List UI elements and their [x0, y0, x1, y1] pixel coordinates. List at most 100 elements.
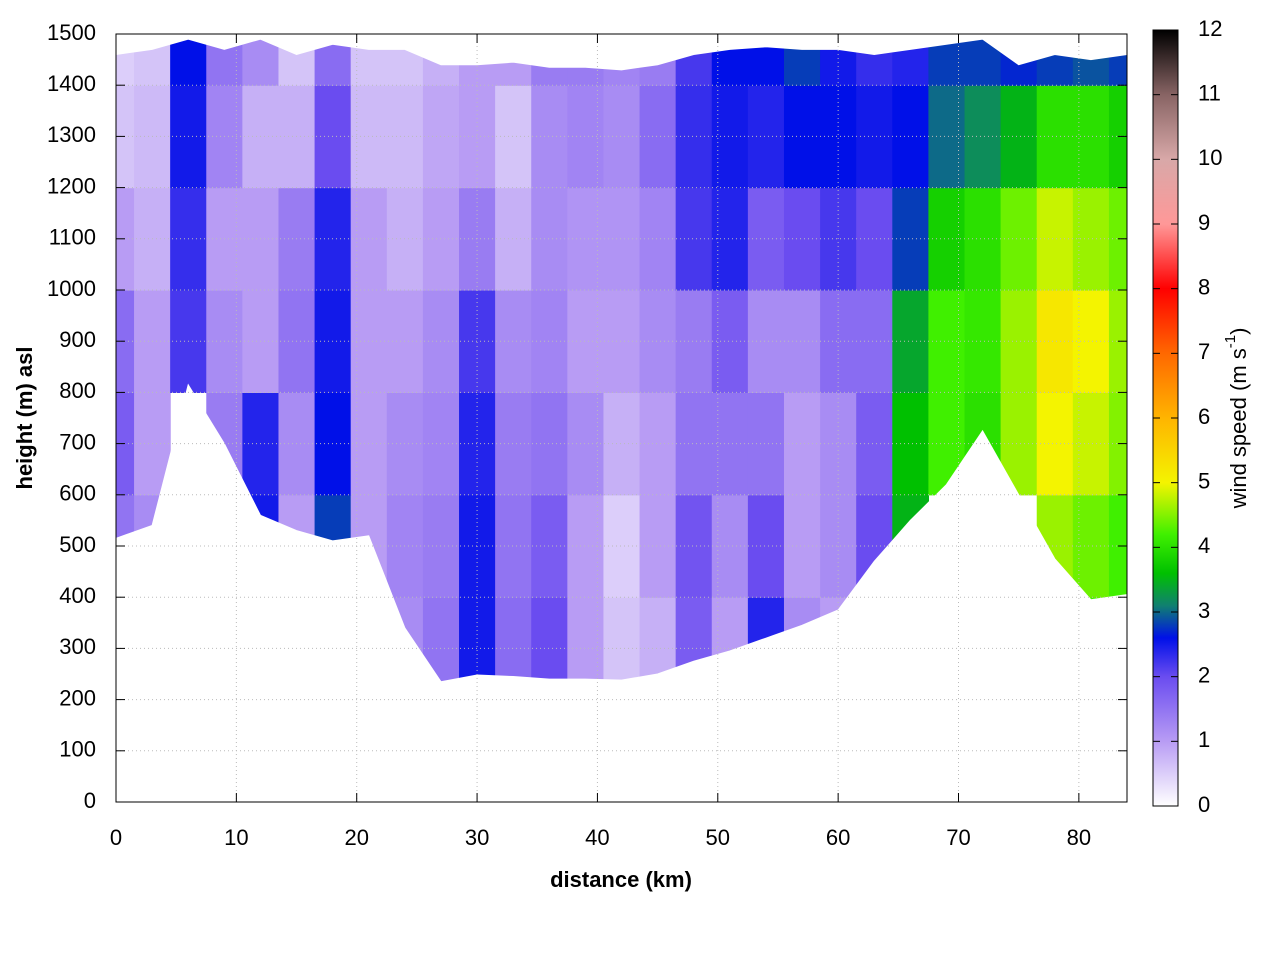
- wind-cell: [1072, 187, 1110, 291]
- colorbar-tick-label: 6: [1198, 404, 1210, 429]
- wind-cell: [278, 39, 316, 86]
- wind-cell: [134, 39, 171, 86]
- y-tick-label: 300: [59, 634, 96, 659]
- wind-cell: [639, 494, 677, 598]
- wind-cell: [495, 597, 532, 682]
- wind-cell: [1036, 39, 1074, 86]
- wind-cell: [747, 39, 785, 86]
- wind-cell: [639, 39, 677, 86]
- wind-cell: [1036, 392, 1074, 496]
- wind-cell: [531, 187, 568, 291]
- wind-cell: [820, 290, 857, 393]
- wind-cell: [495, 39, 532, 86]
- wind-cell: [892, 187, 930, 291]
- wind-cell: [1108, 290, 1127, 393]
- wind-cell: [495, 392, 532, 496]
- wind-cell: [928, 39, 966, 86]
- wind-cell: [314, 39, 352, 86]
- wind-cell: [116, 85, 135, 189]
- wind-cell: [783, 187, 821, 291]
- wind-cell: [964, 392, 1002, 496]
- wind-cell: [856, 39, 893, 86]
- wind-cell: [964, 290, 1002, 393]
- wind-cell: [964, 85, 1002, 189]
- wind-cell: [711, 392, 749, 496]
- wind-cell: [1108, 85, 1127, 189]
- colorbar-tick-label: 12: [1198, 16, 1222, 41]
- wind-cell: [603, 597, 641, 682]
- colorbar-title-end: ): [1226, 328, 1251, 335]
- wind-cell: [820, 187, 857, 291]
- wind-cell: [892, 290, 930, 393]
- wind-cell: [675, 39, 713, 86]
- wind-cell: [820, 392, 857, 496]
- wind-cell: [892, 39, 930, 86]
- x-tick-label: 80: [1067, 825, 1091, 850]
- wind-cell: [964, 187, 1002, 291]
- y-tick-label: 1400: [47, 71, 96, 96]
- colorbar-title-sup: -1: [1222, 335, 1239, 348]
- wind-cell: [1000, 392, 1038, 496]
- wind-cell: [747, 187, 785, 291]
- wind-cell: [639, 597, 677, 682]
- wind-cell: [116, 290, 135, 393]
- wind-cell: [747, 392, 785, 496]
- wind-cell: [639, 392, 677, 496]
- wind-cell: [1108, 494, 1127, 598]
- wind-cell: [711, 290, 749, 393]
- wind-cell: [675, 290, 713, 393]
- wind-cell: [459, 290, 496, 393]
- wind-cell: [783, 290, 821, 393]
- x-tick-label: 70: [946, 825, 970, 850]
- wind-cell: [1108, 39, 1127, 86]
- section-cells: [116, 39, 1127, 682]
- y-tick-label: 900: [59, 327, 96, 352]
- colorbar-tick-label: 10: [1198, 145, 1222, 170]
- wind-cell: [675, 392, 713, 496]
- wind-cell: [1036, 290, 1074, 393]
- wind-cell: [170, 39, 207, 86]
- overlay: 0100200300400500600700800900100011001200…: [47, 16, 1222, 850]
- wind-cell: [892, 85, 930, 189]
- wind-cell: [783, 39, 821, 86]
- wind-cell: [567, 290, 605, 393]
- wind-cell: [422, 290, 460, 393]
- wind-cell: [928, 85, 966, 189]
- wind-cell: [711, 39, 749, 86]
- wind-cell: [459, 187, 496, 291]
- wind-cell: [747, 597, 785, 682]
- colorbar-tick-label: 1: [1198, 727, 1210, 752]
- wind-cell: [1000, 39, 1038, 86]
- wind-cell: [495, 290, 532, 393]
- y-tick-label: 600: [59, 481, 96, 506]
- wind-cell: [242, 39, 280, 86]
- wind-cell: [531, 290, 568, 393]
- wind-cell: [711, 597, 749, 682]
- x-tick-label: 20: [344, 825, 368, 850]
- wind-cell: [603, 39, 641, 86]
- wind-cell: [675, 494, 713, 598]
- wind-cell: [856, 392, 893, 496]
- wind-cell: [783, 392, 821, 496]
- y-tick-label: 1200: [47, 173, 96, 198]
- colorbar-tick-label: 4: [1198, 533, 1210, 558]
- wind-cell: [1000, 85, 1038, 189]
- wind-cell: [675, 597, 713, 682]
- y-tick-label: 400: [59, 583, 96, 608]
- colorbar-tick-label: 7: [1198, 339, 1210, 364]
- wind-cell: [531, 494, 568, 598]
- wind-cell: [1108, 187, 1127, 291]
- wind-cell: [783, 597, 821, 682]
- wind-cell: [531, 85, 568, 189]
- wind-cell: [639, 85, 677, 189]
- wind-cell: [422, 85, 460, 189]
- wind-cell: [1036, 85, 1074, 189]
- wind-cell: [747, 290, 785, 393]
- wind-cell: [422, 187, 460, 291]
- y-tick-label: 200: [59, 685, 96, 710]
- wind-cell: [1072, 290, 1110, 393]
- wind-cell: [531, 39, 568, 86]
- y-tick-label: 700: [59, 429, 96, 454]
- wind-cell: [964, 39, 1002, 86]
